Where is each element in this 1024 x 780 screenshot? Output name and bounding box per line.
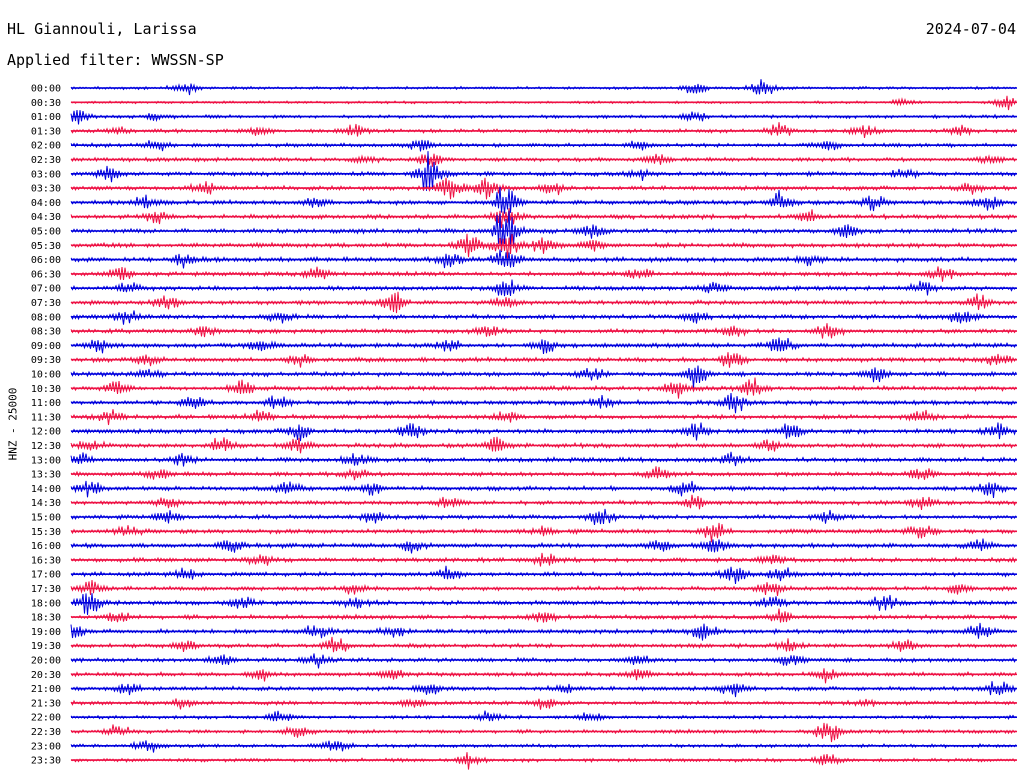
seismic-trace-row — [70, 377, 1017, 399]
time-tick-label: 16:30 — [31, 555, 61, 566]
time-tick-label: 04:00 — [31, 198, 61, 209]
time-tick-label: 13:00 — [31, 455, 61, 466]
seismic-trace-row — [70, 722, 1017, 743]
time-tick-label: 11:00 — [31, 398, 61, 409]
time-tick-label: 15:30 — [31, 527, 61, 538]
seismic-trace-row — [70, 668, 1017, 684]
time-tick-label: 03:30 — [31, 184, 61, 195]
time-tick-label: 12:30 — [31, 441, 61, 452]
seismic-trace-row — [70, 538, 1017, 554]
time-tick-label: 02:00 — [31, 141, 61, 152]
seismic-trace-row — [70, 436, 1017, 454]
seismic-trace-row — [70, 153, 1017, 167]
time-tick-label: 11:30 — [31, 412, 61, 423]
seismic-trace-row — [70, 636, 1017, 653]
time-tick-label: 22:00 — [31, 713, 61, 724]
time-tick-label: 09:30 — [31, 355, 61, 366]
date-label: 2024-07-04 — [925, 20, 1016, 38]
time-tick-label: 21:30 — [31, 698, 61, 709]
seismic-trace-row — [70, 522, 1017, 543]
seismic-trace-row — [70, 151, 1017, 191]
time-tick-label: 04:30 — [31, 212, 61, 223]
time-tick-label: 16:00 — [31, 541, 61, 552]
time-tick-label: 07:30 — [31, 298, 61, 309]
time-tick-label: 01:30 — [31, 126, 61, 137]
time-tick-label: 00:30 — [31, 98, 61, 109]
seismic-trace-row — [70, 122, 1017, 138]
time-tick-label: 06:30 — [31, 269, 61, 280]
time-tick-label: 05:30 — [31, 241, 61, 252]
seismic-trace-row — [70, 409, 1017, 426]
filter-label: Applied filter: WWSSN-SP — [7, 51, 224, 69]
time-tick-label: 21:00 — [31, 684, 61, 695]
time-tick-label: 05:00 — [31, 227, 61, 238]
seismic-trace-row — [70, 79, 1017, 96]
time-tick-label: 14:00 — [31, 484, 61, 495]
seismic-trace-row — [70, 210, 1017, 253]
seismic-trace-row — [70, 365, 1017, 388]
time-tick-label: 08:30 — [31, 327, 61, 338]
time-tick-label: 06:00 — [31, 255, 61, 266]
time-tick-label: 18:30 — [31, 613, 61, 624]
seismic-trace-row — [70, 698, 1017, 710]
time-tick-label: 20:00 — [31, 656, 61, 667]
time-tick-label: 15:00 — [31, 513, 61, 524]
seismic-trace-row — [70, 480, 1017, 499]
time-tick-label: 23:30 — [31, 756, 61, 767]
time-tick-label: 00:00 — [31, 84, 61, 95]
time-tick-label: 23:00 — [31, 741, 61, 752]
time-tick-label: 07:00 — [31, 284, 61, 295]
seismic-trace-row — [70, 208, 1017, 229]
time-tick-label: 10:00 — [31, 370, 61, 381]
time-tick-label: 19:30 — [31, 641, 61, 652]
seismic-trace-row — [70, 139, 1017, 152]
seismic-trace-row — [70, 310, 1017, 325]
time-tick-label: 03:00 — [31, 169, 61, 180]
time-tick-label: 22:30 — [31, 727, 61, 738]
time-tick-label: 17:30 — [31, 584, 61, 595]
seismic-trace-row — [70, 337, 1017, 354]
time-tick-label: 12:00 — [31, 427, 61, 438]
time-tick-label: 02:30 — [31, 155, 61, 166]
seismic-trace-row — [70, 752, 1017, 770]
seismic-trace-row — [70, 593, 1017, 615]
time-tick-label: 01:00 — [31, 112, 61, 123]
seismic-trace-row — [70, 177, 1017, 200]
seismic-trace-row — [70, 466, 1017, 481]
seismic-trace-row — [70, 233, 1017, 259]
station-title: HL Giannouli, Larissa — [7, 20, 197, 38]
time-tick-label: 19:00 — [31, 627, 61, 638]
time-tick-label: 17:00 — [31, 570, 61, 581]
seismic-trace-row — [70, 608, 1017, 623]
time-tick-label: 08:00 — [31, 312, 61, 323]
seismic-trace-row — [70, 710, 1017, 723]
time-tick-label: 14:30 — [31, 498, 61, 509]
seismic-trace-row — [70, 451, 1017, 467]
time-tick-label: 09:00 — [31, 341, 61, 352]
time-tick-label: 13:30 — [31, 470, 61, 481]
time-tick-label: 18:00 — [31, 598, 61, 609]
time-tick-label: 10:30 — [31, 384, 61, 395]
seismic-trace-row — [70, 653, 1017, 669]
time-tick-label: 20:30 — [31, 670, 61, 681]
